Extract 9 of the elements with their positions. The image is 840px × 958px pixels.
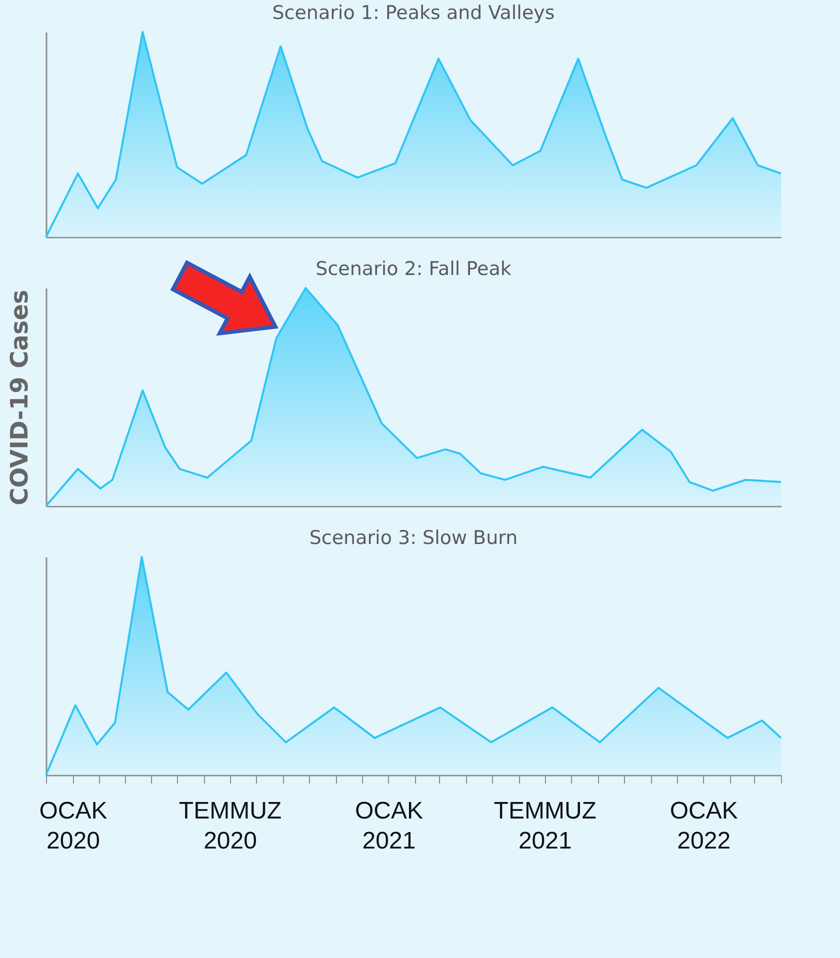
chart-title: Scenario 1: Peaks and Valleys (272, 2, 555, 24)
x-tick-label: OCAK 2020 (39, 798, 108, 854)
y-axis-title: COVID-19 Cases (6, 290, 34, 506)
x-tick-label: TEMMUZ 2021 (494, 798, 596, 854)
chart-title: Scenario 2: Fall Peak (316, 258, 512, 280)
x-tick-label: OCAK 2021 (354, 798, 423, 854)
x-tick-label: TEMMUZ 2020 (178, 798, 282, 854)
x-tick-label: OCAK 2022 (670, 798, 738, 854)
chart-title: Scenario 3: Slow Burn (309, 527, 518, 549)
